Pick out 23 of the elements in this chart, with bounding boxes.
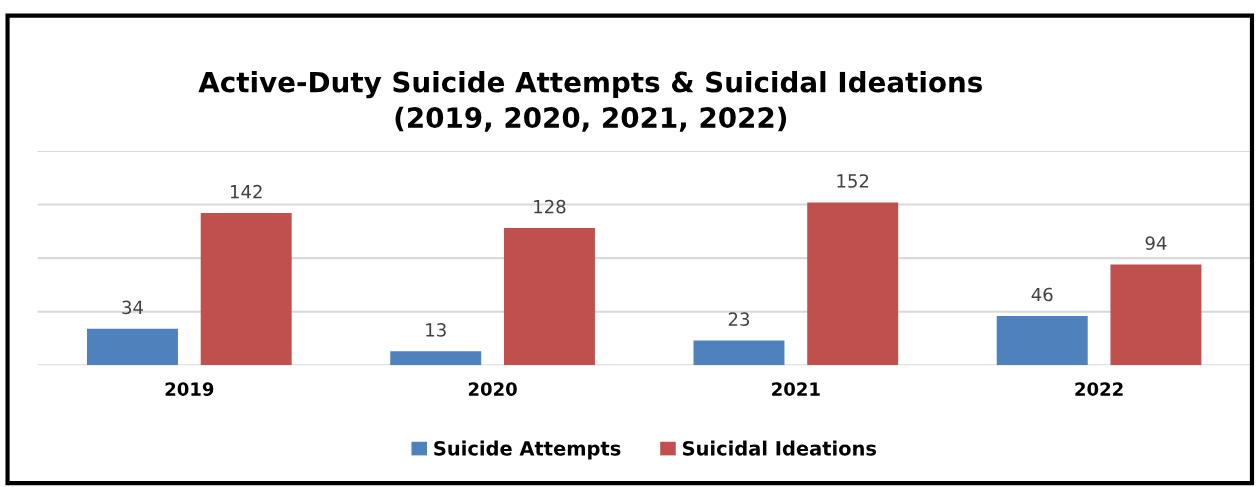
data-label: 34 bbox=[122, 300, 143, 315]
legend-label: Suicidal Ideations bbox=[682, 440, 877, 456]
x-tick-label: 2022 bbox=[1075, 382, 1123, 396]
bar bbox=[996, 315, 1088, 366]
x-tick-label: 2019 bbox=[165, 382, 214, 396]
bar bbox=[200, 213, 292, 366]
data-label: 142 bbox=[230, 184, 262, 199]
bar bbox=[807, 202, 899, 366]
data-label: 13 bbox=[426, 323, 446, 337]
data-label: 94 bbox=[1145, 236, 1167, 250]
data-label: 128 bbox=[534, 199, 566, 214]
bar bbox=[1110, 264, 1202, 366]
bar bbox=[693, 340, 785, 366]
x-tick-label: 2021 bbox=[772, 382, 820, 396]
bar bbox=[390, 351, 482, 366]
data-label: 23 bbox=[728, 312, 750, 326]
bar bbox=[86, 328, 178, 366]
bar bbox=[503, 228, 595, 366]
legend-label: Suicide Attempts bbox=[434, 440, 621, 460]
x-tick-label: 2020 bbox=[468, 382, 517, 396]
data-label: 152 bbox=[837, 174, 869, 188]
chart-title: Active-Duty Suicide Attempts & Suicidal Ideations (2019, 2020, 2021, 2022) bbox=[198, 71, 982, 132]
data-label: 46 bbox=[1031, 287, 1053, 302]
